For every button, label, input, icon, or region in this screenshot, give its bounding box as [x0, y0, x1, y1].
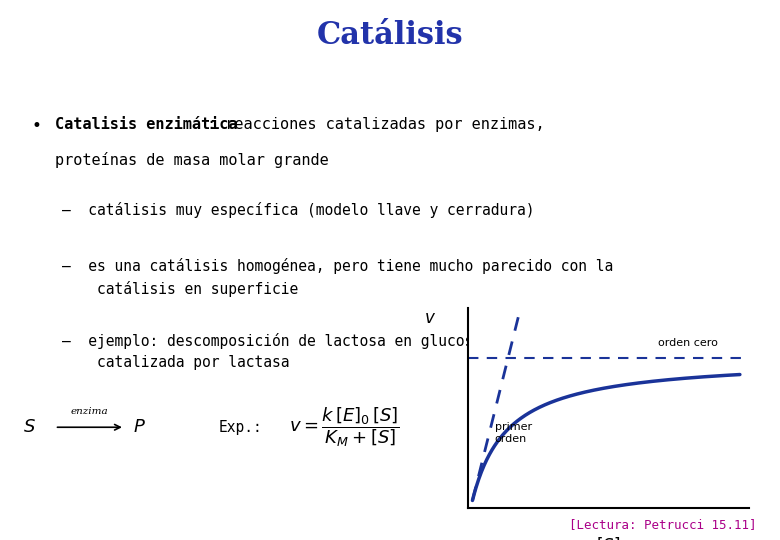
Text: Catálisis: Catálisis: [317, 19, 463, 51]
Text: orden cero: orden cero: [658, 338, 718, 348]
Text: primer
orden: primer orden: [495, 422, 532, 443]
Text: enzima: enzima: [71, 407, 108, 415]
Text: $S$: $S$: [23, 418, 36, 436]
Text: [Lectura: Petrucci 15.11]: [Lectura: Petrucci 15.11]: [569, 518, 757, 531]
Text: –  es una catálisis homogénea, pero tiene mucho parecido con la
    catálisis en: – es una catálisis homogénea, pero tiene…: [62, 258, 614, 296]
Text: Exp.:: Exp.:: [218, 420, 262, 435]
Text: : reacciones catalizadas por enzimas,: : reacciones catalizadas por enzimas,: [207, 117, 544, 132]
Text: v: v: [424, 309, 434, 327]
Text: –  ejemplo: descomposición de lactosa en glucosa y galactosa
    catalizada por : – ejemplo: descomposición de lactosa en …: [62, 333, 587, 370]
Text: $v = \dfrac{k\,[E]_0\,[S]}{K_M + [S]}$: $v = \dfrac{k\,[E]_0\,[S]}{K_M + [S]}$: [289, 406, 399, 449]
Text: $[S]$: $[S]$: [597, 536, 620, 540]
Text: •: •: [31, 117, 41, 135]
Text: –  catálisis muy específica (modelo llave y cerradura): – catálisis muy específica (modelo llave…: [62, 202, 535, 218]
Text: $P$: $P$: [133, 418, 145, 436]
Text: Catalisis enzimática: Catalisis enzimática: [55, 117, 237, 132]
Text: proteínas de masa molar grande: proteínas de masa molar grande: [55, 152, 328, 168]
